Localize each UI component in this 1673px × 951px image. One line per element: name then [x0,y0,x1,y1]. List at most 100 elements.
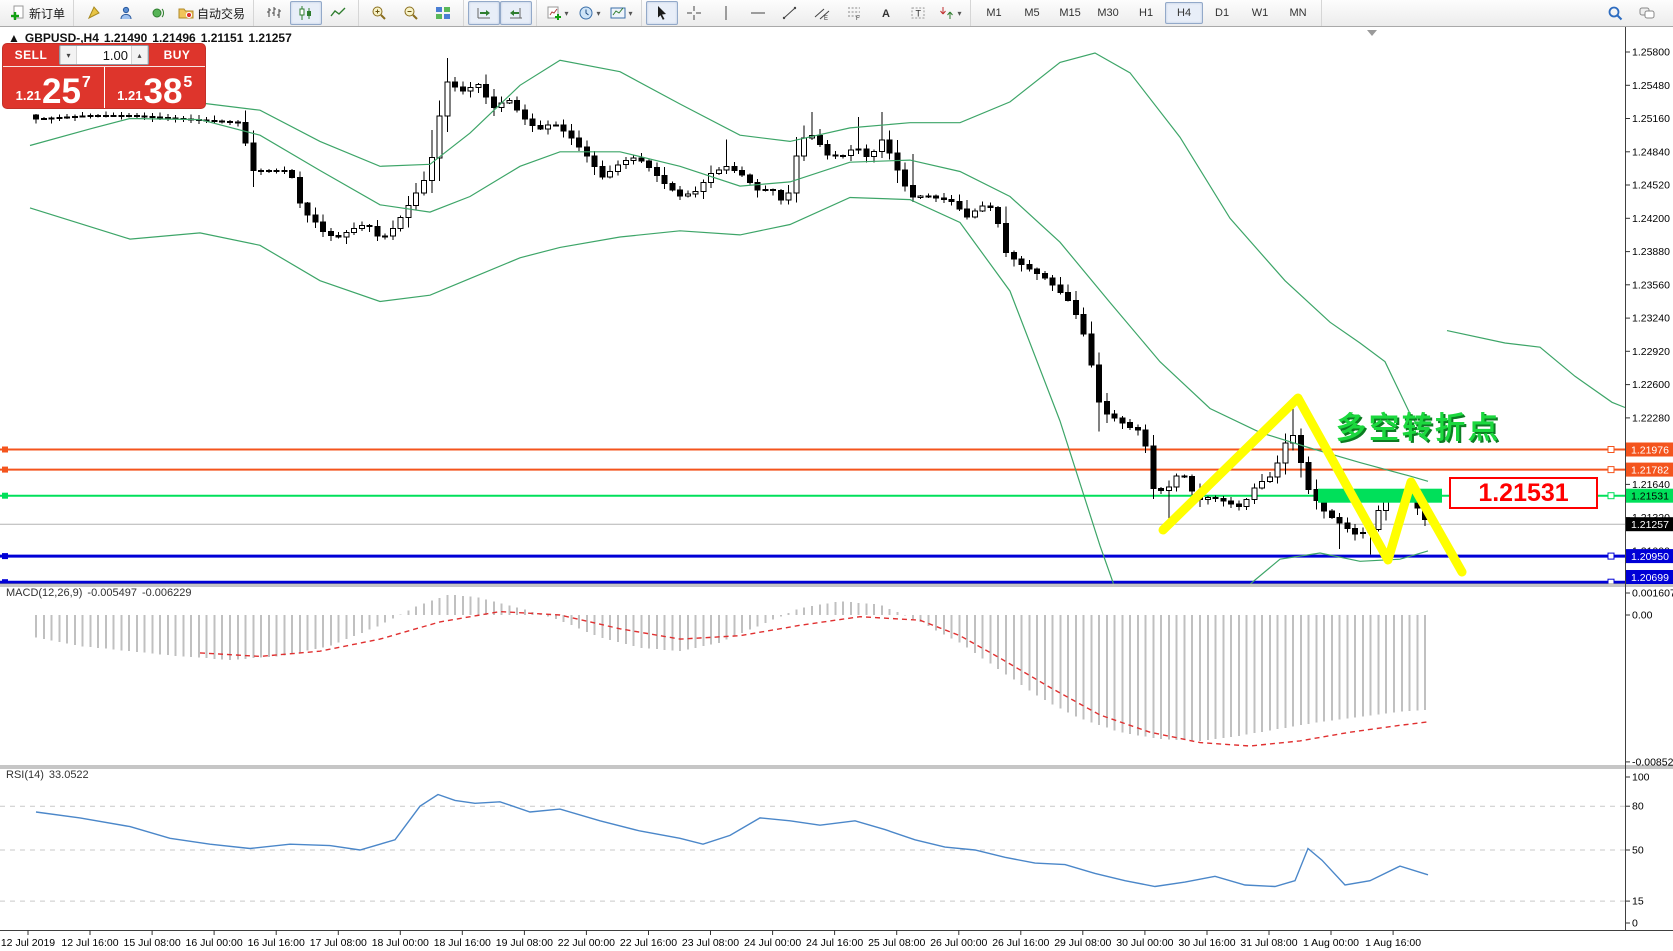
text-a-icon: A [882,8,890,20]
sell-price-big: 25 [41,71,81,108]
svg-text:0.001607: 0.001607 [1632,588,1673,600]
svg-text:26 Jul 00:00: 26 Jul 00:00 [930,937,987,949]
templates-button[interactable]: ▾ [605,1,637,25]
toolbar-group-right-tools [1595,0,1673,26]
rsi-indicator-label: RSI(14) 33.0522 [6,769,94,781]
rsi-line [35,793,1429,888]
toolbar-group-draw-tools: E F A T ▾ [642,0,972,26]
tf-h1-button-label: H1 [1139,7,1154,19]
svg-text:1.24520: 1.24520 [1632,180,1670,192]
buy-price-pip: 5 [183,74,193,91]
toolbar-group-add-tools: ▾ ▾ ▾ [537,0,643,26]
collapse-marker-icon[interactable]: ▲ [8,31,20,45]
cursor-button[interactable] [646,1,679,25]
macd-value: -0.005497 [87,587,137,599]
svg-text:24 Jul 16:00: 24 Jul 16:00 [806,937,863,949]
clock-icon [579,6,593,20]
bb-upper [29,52,1429,443]
sell-price-pip: 7 [81,74,91,91]
tf-h4-button[interactable]: H4 [1165,2,1204,24]
new-order-icon [11,5,24,20]
svg-text:19 Jul 08:00: 19 Jul 08:00 [496,937,553,949]
template-icon [610,7,626,19]
periods-button[interactable]: ▾ [573,1,605,25]
ohlc-low: 1.21151 [200,31,244,45]
search-icon [1608,6,1623,21]
axis-label-1.20699: 1.20699 [1626,570,1673,584]
volume-spinner: ▾ ▴ [59,45,149,65]
line-handle [2,466,8,473]
bb-lower [29,196,1429,584]
price-panel [0,30,1626,584]
toolbar: 新订单 自动交易 ▾ ▾ ▾ E F A T ▾ M1 M5 M15 M30 H1 H4 D1 W1 MN [0,0,1673,27]
sell-price-button[interactable]: 1.21 25 7 [3,67,105,108]
profiles-button[interactable] [110,1,142,25]
tile-windows-button[interactable] [427,1,459,25]
buy-price-button[interactable]: 1.21 38 5 [105,67,206,108]
bb-extra [1446,330,1626,409]
sell-button[interactable]: SELL [14,48,48,62]
autotrading-button-label: 自动交易 [197,6,246,21]
bar-chart-button[interactable] [258,1,290,25]
styler-icon [87,6,100,20]
zigzag-annotation [1158,393,1467,577]
volume-increase-button[interactable]: ▴ [131,46,148,64]
axis-label-1.20950: 1.20950 [1626,549,1673,564]
label-button[interactable]: T [902,1,934,25]
text-button[interactable]: A [870,1,902,25]
chat-button[interactable] [1631,1,1663,25]
volume-input[interactable] [77,47,131,63]
chart-canvas[interactable]: 0.0016070.00-0.00852210080501501.258001.… [0,27,1673,951]
zoom-out-button[interactable] [395,1,427,25]
tf-mn-button[interactable]: MN [1279,2,1317,24]
trendline-button[interactable] [774,1,806,25]
tf-d1-button[interactable]: D1 [1203,2,1241,24]
channel-button[interactable]: E [806,1,838,25]
fibonacci-button[interactable]: F [838,1,870,25]
candlestick-button[interactable] [290,1,323,25]
tf-m15-button[interactable]: M15 [1051,2,1089,24]
line-chart-button[interactable] [322,1,354,25]
new-order-button[interactable]: 新订单 [6,1,69,25]
arrows-icon [939,7,953,19]
crosshair-icon [687,6,702,20]
chevron-down-icon: ▾ [596,8,601,18]
tf-m1-button[interactable]: M1 [975,2,1013,24]
svg-text:17 Jul 08:00: 17 Jul 08:00 [310,937,367,949]
svg-text:16 Jul 16:00: 16 Jul 16:00 [248,937,305,949]
svg-text:18 Jul 00:00: 18 Jul 00:00 [372,937,429,949]
buy-button[interactable]: BUY [163,48,191,62]
chartshift-icon [510,8,523,19]
price-callout-box: 1.21531 [1449,477,1598,509]
ohlc-close: 1.21257 [248,31,292,45]
tf-m5-button[interactable]: M5 [1013,2,1051,24]
toolbar-group-quick-icons: 自动交易 [74,0,255,26]
autotrading-button[interactable]: 自动交易 [174,1,249,25]
line-handle [1607,492,1615,500]
chart-shift-button[interactable] [500,1,533,25]
arrows-button[interactable]: ▾ [934,1,966,25]
horizontal-line-button[interactable] [742,1,774,25]
vertical-line-button[interactable] [710,1,742,25]
styler-button[interactable] [78,1,110,25]
chart-area[interactable]: 0.0016070.00-0.00852210080501501.258001.… [0,27,1673,951]
tf-w1-button[interactable]: W1 [1241,2,1279,24]
indicators-button[interactable]: ▾ [541,1,573,25]
line-handle [2,553,8,560]
toolbar-group-scroll [464,0,538,26]
tf-m30-button[interactable]: M30 [1089,2,1127,24]
bars-icon [267,7,282,18]
svg-text:-0.008522: -0.008522 [1632,756,1673,768]
svg-text:1.21976: 1.21976 [1631,444,1669,456]
tf-h1-button[interactable]: H1 [1127,2,1165,24]
zoom-in-button[interactable] [363,1,395,25]
autotrade-icon [178,8,194,19]
volume-decrease-button[interactable]: ▾ [60,46,77,64]
crosshair-button[interactable] [678,1,710,25]
svg-text:1.20699: 1.20699 [1631,572,1669,584]
price-axis: 1.25800 1.25480 1.25160 1.24840 1.24520 1.242… [1625,27,1673,930]
auto-scroll-button[interactable] [468,1,501,25]
svg-text:12 Jul 2019: 12 Jul 2019 [1,937,55,949]
search-button[interactable] [1599,1,1631,25]
alerts-button[interactable] [142,1,174,25]
